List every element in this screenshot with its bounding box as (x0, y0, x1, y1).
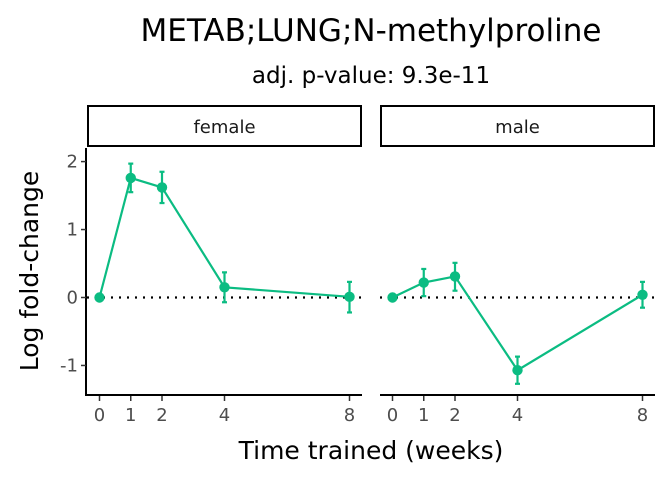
data-point (449, 271, 461, 282)
x-tick-label: 2 (449, 405, 460, 426)
x-tick-label: 1 (418, 405, 429, 426)
data-point (637, 289, 648, 300)
data-point (387, 292, 398, 303)
x-tick-label: 8 (344, 405, 355, 426)
facet-label: female (193, 117, 255, 138)
facet-strip (87, 105, 362, 147)
data-point (94, 292, 105, 303)
x-tick-label: 1 (125, 405, 136, 426)
y-tick-label: 2 (67, 152, 78, 173)
x-tick-label: 0 (387, 405, 398, 426)
y-tick-label: 0 (67, 288, 78, 309)
y-axis-label: Log fold-change (15, 171, 44, 372)
x-tick-label: 4 (512, 405, 523, 426)
data-point (219, 282, 230, 293)
data-point (156, 182, 168, 193)
chart-title: METAB;LUNG;N-methylproline (141, 13, 602, 49)
x-tick-label: 0 (94, 405, 105, 426)
data-point (125, 172, 136, 184)
facet-strip (380, 105, 655, 147)
data-point (344, 291, 355, 303)
x-axis-label: Time trained (weeks) (238, 436, 504, 465)
y-tick-label: -1 (60, 355, 78, 376)
x-tick-label: 2 (156, 405, 167, 426)
facet-label: male (495, 117, 540, 138)
chart-subtitle: adj. p-value: 9.3e-11 (252, 63, 490, 89)
data-point (512, 365, 523, 376)
data-point (418, 277, 429, 288)
x-tick-label: 8 (637, 405, 648, 426)
y-tick-label: 1 (67, 220, 78, 241)
x-tick-label: 4 (219, 405, 230, 426)
